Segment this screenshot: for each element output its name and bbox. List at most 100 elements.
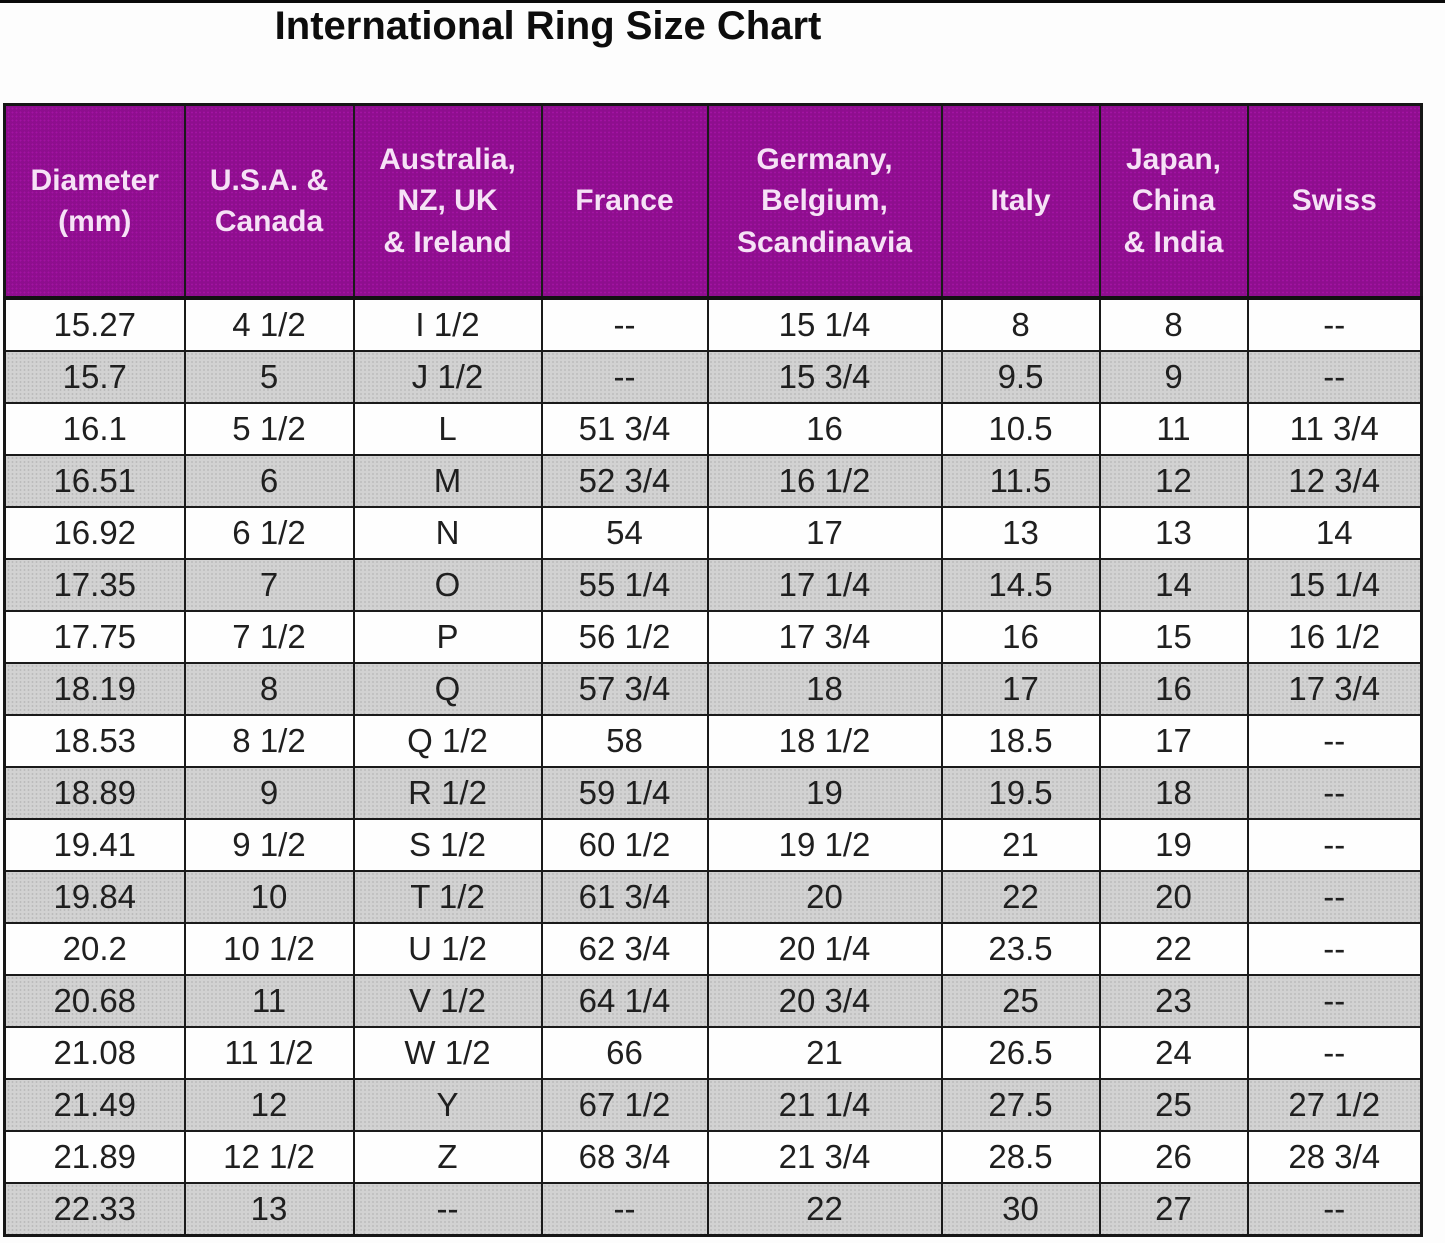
table-cell: -- bbox=[540, 1182, 709, 1237]
table-cell: 5 bbox=[183, 350, 355, 404]
table-cell: -- bbox=[1246, 922, 1423, 976]
table-cell: 12 3/4 bbox=[1246, 454, 1423, 508]
table-cell: 51 3/4 bbox=[540, 402, 709, 456]
column-header-diameter-mm: Diameter (mm) bbox=[3, 103, 186, 300]
table-cell: 15 bbox=[1098, 610, 1249, 664]
table-cell: 28 3/4 bbox=[1246, 1130, 1423, 1184]
table-cell: 64 1/4 bbox=[540, 974, 709, 1028]
table-cell: 9.5 bbox=[940, 350, 1101, 404]
table-cell: 16 bbox=[940, 610, 1101, 664]
table-row: 20.68 11 V 1/2 64 1/4 20 3/4 25 23 -- bbox=[3, 974, 1423, 1028]
table-cell: 15.27 bbox=[3, 297, 186, 352]
table-cell: 18.19 bbox=[3, 662, 186, 716]
column-header-germany-belgium-scandinavia: Germany, Belgium, Scandinavia bbox=[706, 103, 943, 300]
table-cell: 9 1/2 bbox=[183, 818, 355, 872]
table-cell: 19.5 bbox=[940, 766, 1101, 820]
table-row: 21.08 11 1/2 W 1/2 66 21 26.5 24 -- bbox=[3, 1026, 1423, 1080]
table-cell: 15.7 bbox=[3, 350, 186, 404]
table-cell: -- bbox=[1246, 1182, 1423, 1237]
table-cell: 22 bbox=[1098, 922, 1249, 976]
table-cell: -- bbox=[1246, 714, 1423, 768]
table-cell: 22 bbox=[706, 1182, 943, 1237]
table-cell: 5 1/2 bbox=[183, 402, 355, 456]
table-cell: 27 1/2 bbox=[1246, 1078, 1423, 1132]
table-cell: 12 1/2 bbox=[183, 1130, 355, 1184]
table-cell: 19.84 bbox=[3, 870, 186, 924]
table-cell: -- bbox=[1246, 297, 1423, 352]
table-cell: O bbox=[352, 558, 543, 612]
table-cell: 16.1 bbox=[3, 402, 186, 456]
table-cell: 21 1/4 bbox=[706, 1078, 943, 1132]
table-cell: 19 bbox=[1098, 818, 1249, 872]
column-header-france: France bbox=[540, 103, 709, 300]
table-cell: 19.41 bbox=[3, 818, 186, 872]
table-cell: 27.5 bbox=[940, 1078, 1101, 1132]
table-cell: 15 1/4 bbox=[1246, 558, 1423, 612]
table-cell: 15 1/4 bbox=[706, 297, 943, 352]
table-cell: 30 bbox=[940, 1182, 1101, 1237]
table-cell: 12 bbox=[1098, 454, 1249, 508]
table-cell: -- bbox=[1246, 974, 1423, 1028]
table-cell: M bbox=[352, 454, 543, 508]
table-cell: W 1/2 bbox=[352, 1026, 543, 1080]
table-cell: 11 bbox=[1098, 402, 1249, 456]
table-cell: 56 1/2 bbox=[540, 610, 709, 664]
table-cell: 21 3/4 bbox=[706, 1130, 943, 1184]
table-cell: 22.33 bbox=[3, 1182, 186, 1237]
table-row: 22.33 13 -- -- 22 30 27 -- bbox=[3, 1182, 1423, 1237]
table-row: 21.89 12 1/2 Z 68 3/4 21 3/4 28.5 26 28 3/4 bbox=[3, 1130, 1423, 1184]
table-cell: 20 bbox=[706, 870, 943, 924]
table-row: 16.51 6 M 52 3/4 16 1/2 11.5 12 12 3/4 bbox=[3, 454, 1423, 508]
table-cell: 13 bbox=[183, 1182, 355, 1237]
table-cell: 6 1/2 bbox=[183, 506, 355, 560]
table-cell: 17 3/4 bbox=[706, 610, 943, 664]
table-cell: 14 bbox=[1098, 558, 1249, 612]
table-row: 18.89 9 R 1/2 59 1/4 19 19.5 18 -- bbox=[3, 766, 1423, 820]
table-cell: 22 bbox=[940, 870, 1101, 924]
table-cell: 18 bbox=[706, 662, 943, 716]
table-cell: V 1/2 bbox=[352, 974, 543, 1028]
table-row: 15.7 5 J 1/2 -- 15 3/4 9.5 9 -- bbox=[3, 350, 1423, 404]
table-cell: 8 bbox=[183, 662, 355, 716]
table-row: 17.35 7 O 55 1/4 17 1/4 14.5 14 15 1/4 bbox=[3, 558, 1423, 612]
table-row: 15.27 4 1/2 I 1/2 -- 15 1/4 8 8 -- bbox=[3, 297, 1423, 352]
table-cell: 20 bbox=[1098, 870, 1249, 924]
table-cell: R 1/2 bbox=[352, 766, 543, 820]
table-cell: N bbox=[352, 506, 543, 560]
table-cell: 20 3/4 bbox=[706, 974, 943, 1028]
table-cell: -- bbox=[1246, 818, 1423, 872]
table-row: 17.75 7 1/2 P 56 1/2 17 3/4 16 15 16 1/2 bbox=[3, 610, 1423, 664]
table-cell: 10.5 bbox=[940, 402, 1101, 456]
table-cell: J 1/2 bbox=[352, 350, 543, 404]
table-cell: -- bbox=[1246, 766, 1423, 820]
table-cell: 20 1/4 bbox=[706, 922, 943, 976]
table-cell: Y bbox=[352, 1078, 543, 1132]
table-cell: 14 bbox=[1246, 506, 1423, 560]
table-cell: 21.08 bbox=[3, 1026, 186, 1080]
table-cell: 17 3/4 bbox=[1246, 662, 1423, 716]
table-cell: -- bbox=[1246, 870, 1423, 924]
table-cell: 18.5 bbox=[940, 714, 1101, 768]
table-cell: 17 bbox=[940, 662, 1101, 716]
table-cell: 60 1/2 bbox=[540, 818, 709, 872]
table-cell: 26.5 bbox=[940, 1026, 1101, 1080]
table-cell: 17 bbox=[1098, 714, 1249, 768]
table-cell: 11.5 bbox=[940, 454, 1101, 508]
table-cell: 11 1/2 bbox=[183, 1026, 355, 1080]
table-cell: 13 bbox=[1098, 506, 1249, 560]
table-cell: 58 bbox=[540, 714, 709, 768]
table-row: 18.19 8 Q 57 3/4 18 17 16 17 3/4 bbox=[3, 662, 1423, 716]
table-cell: 16 1/2 bbox=[706, 454, 943, 508]
table-cell: Q bbox=[352, 662, 543, 716]
table-cell: T 1/2 bbox=[352, 870, 543, 924]
table-cell: 54 bbox=[540, 506, 709, 560]
table-cell: 10 1/2 bbox=[183, 922, 355, 976]
table-row: 19.41 9 1/2 S 1/2 60 1/2 19 1/2 21 19 -- bbox=[3, 818, 1423, 872]
table-cell: 62 3/4 bbox=[540, 922, 709, 976]
table-cell: -- bbox=[1246, 1026, 1423, 1080]
header-row: Diameter (mm) U.S.A. & Canada Australia,… bbox=[3, 103, 1423, 300]
table-cell: 23 bbox=[1098, 974, 1249, 1028]
table-cell: 20.2 bbox=[3, 922, 186, 976]
column-header-australia-nz-uk-ireland: Australia, NZ, UK & Ireland bbox=[352, 103, 543, 300]
